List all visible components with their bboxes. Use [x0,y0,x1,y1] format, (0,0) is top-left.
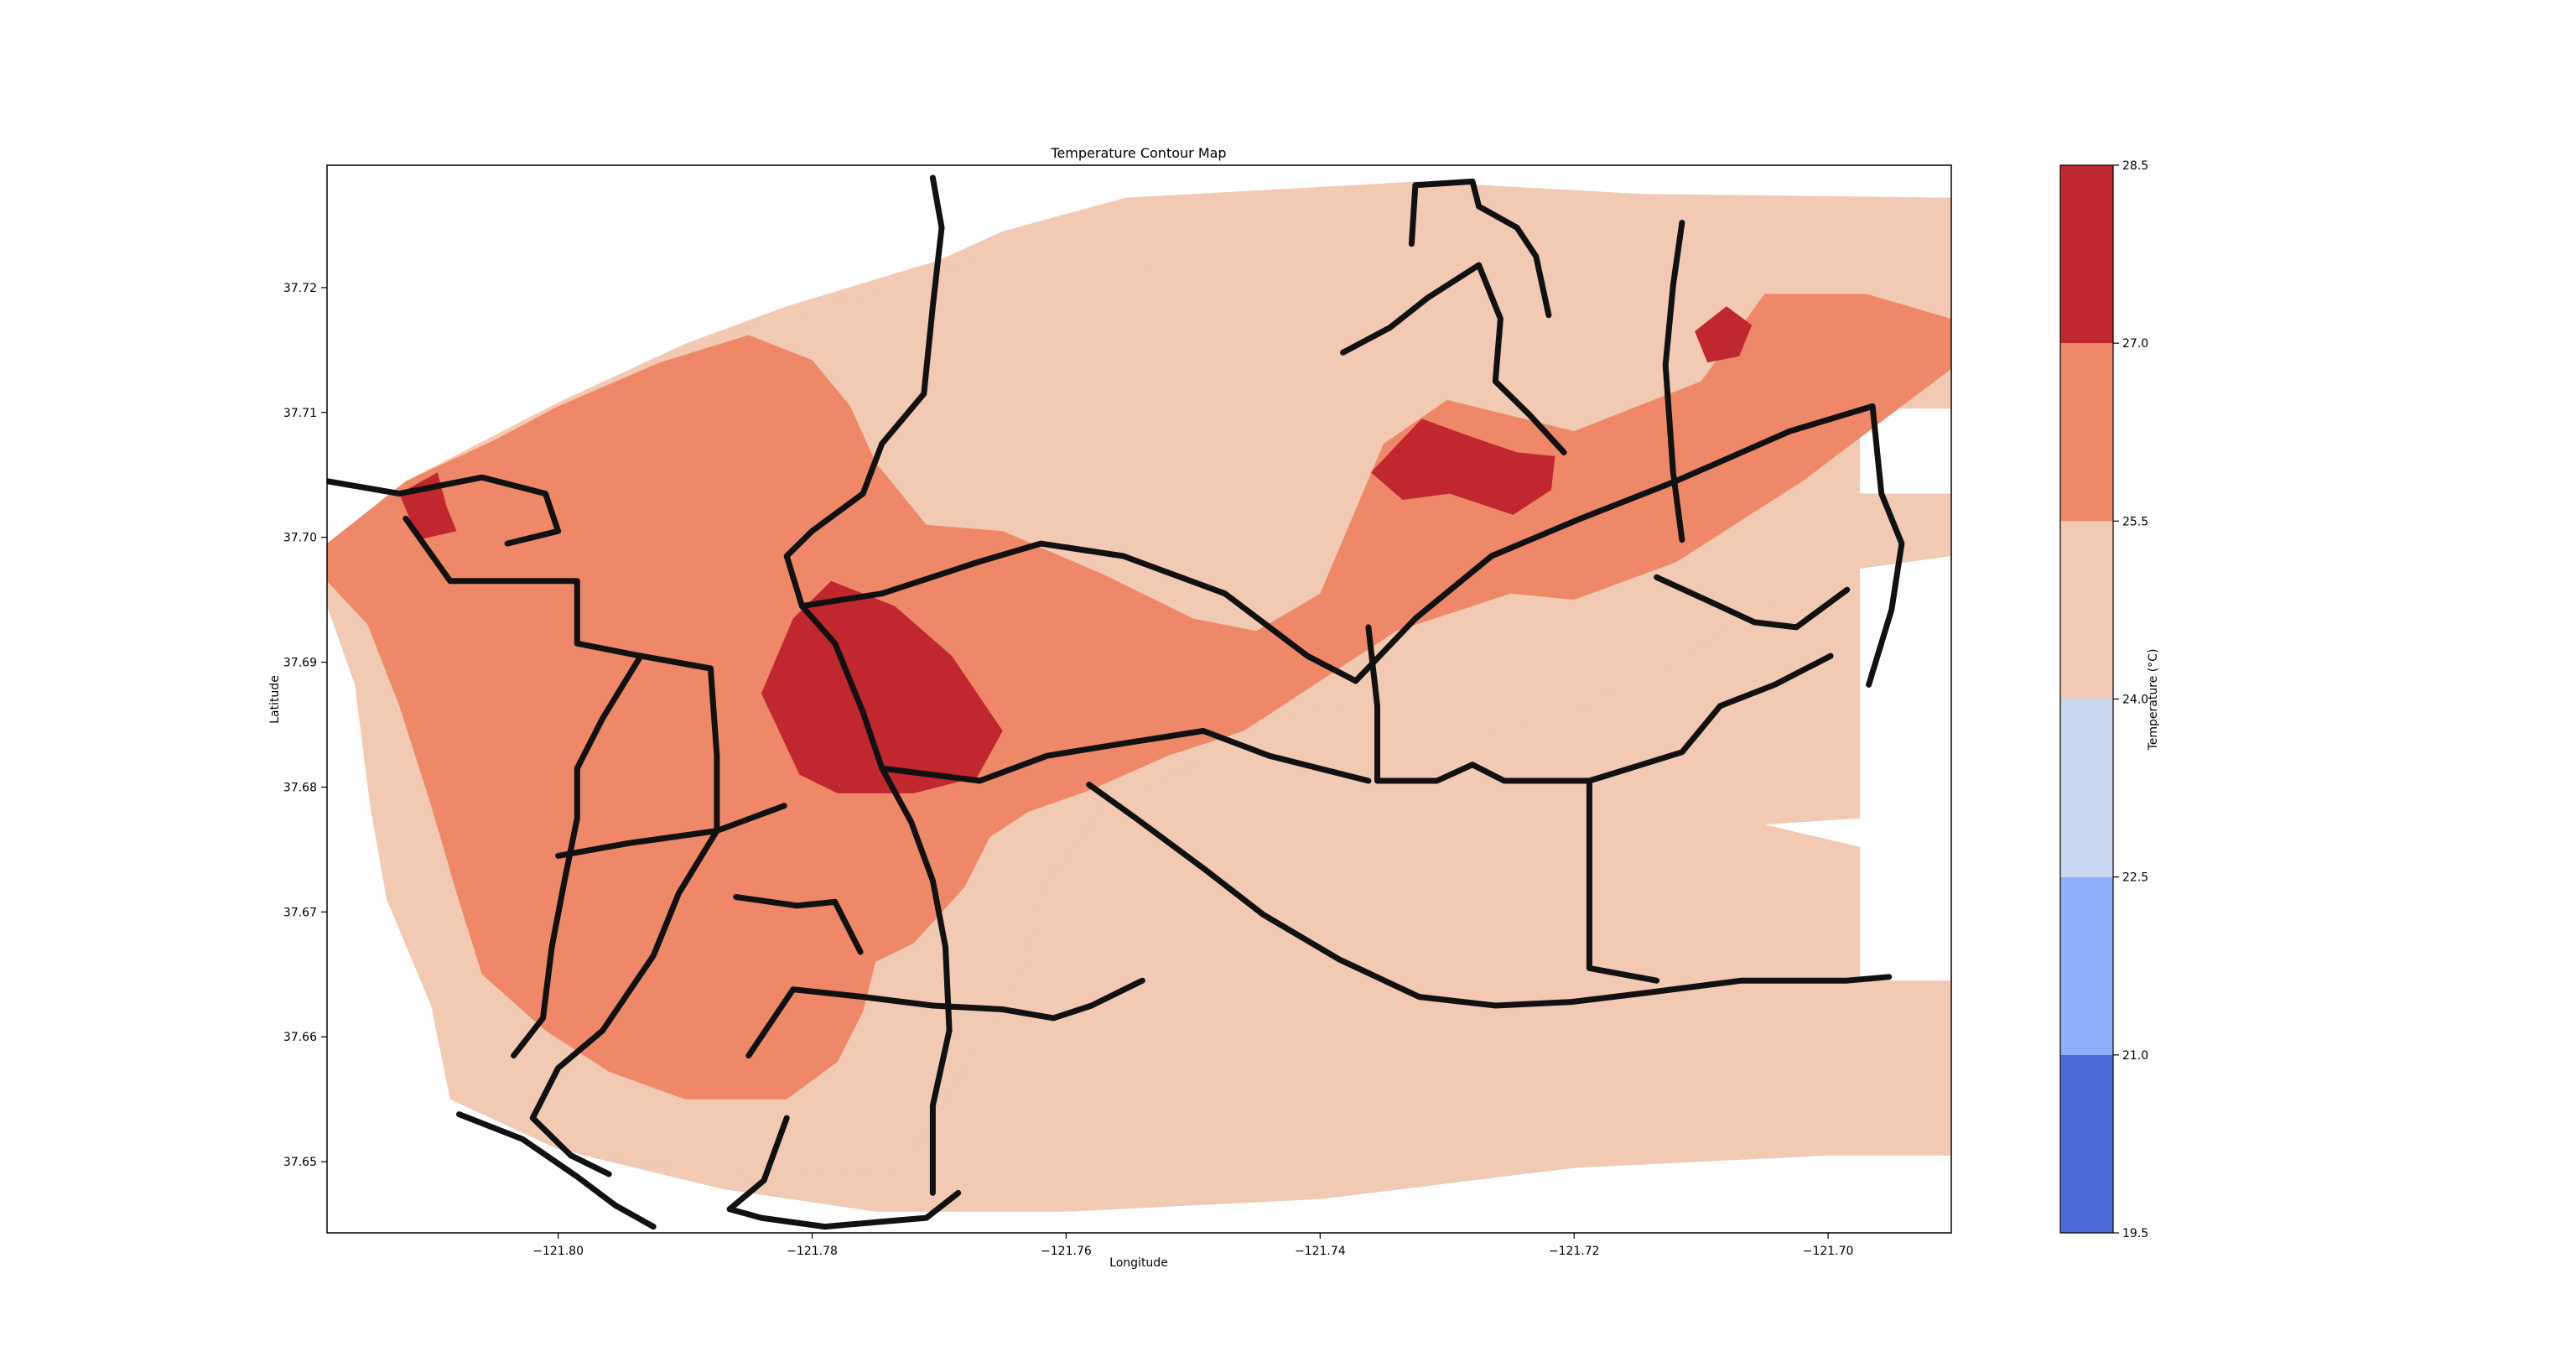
colorbar-tick-label: 24.0 [2122,694,2148,707]
y-tick-label: 37.69 [283,657,317,670]
y-tick-label: 37.70 [283,532,317,545]
colorbar-swatch [2060,521,2113,699]
y-tick-label: 37.71 [283,407,317,420]
road-segment [726,1115,962,1230]
x-tick-label: −121.70 [1803,1245,1854,1258]
road-segment [783,174,953,1196]
y-tick-label: 37.67 [283,906,317,919]
plot-area [327,174,1951,1230]
x-axis-ticks: −121.80 −121.78 −121.76 −121.74 −121.72 −121.… [532,1233,1853,1258]
contour-fills [327,181,1951,1212]
y-axis-ticks: 37.65 37.66 37.67 37.68 37.69 37.70 37.71 37.72 [283,282,327,1169]
colorbar-swatch [2060,699,2113,877]
colorbar: 19.5 21.0 22.5 24.0 25.5 27.0 28.5 [2060,159,2148,1240]
colorbar-tick-label: 25.5 [2122,515,2148,528]
colorbar-tick-label: 22.5 [2122,871,2148,885]
y-axis-label: Latitude [268,675,282,724]
colorbar-tick-label: 27.0 [2122,337,2148,351]
road-segment [327,474,562,547]
road-segment [1586,653,1834,784]
x-tick-label: −121.74 [1295,1245,1346,1258]
colorbar-swatch [2060,165,2113,344]
colorbar-frame [2059,164,2114,1234]
x-tick-label: −121.80 [532,1245,584,1258]
axes-frame [326,164,1952,1234]
road-segment [511,653,644,1059]
road-segment [456,1111,657,1230]
road-segment [555,803,787,859]
road-segment [1654,574,1851,631]
colorbar-tick-label: 21.0 [2122,1049,2148,1063]
contour-band-27.0-5 [1370,419,1555,515]
contour-band-27.0-4 [761,580,1003,793]
x-tick-label: −121.78 [787,1245,838,1258]
colorbar-label: Temperature (°C) [2147,649,2160,751]
x-axis-label: Longitude [1109,1256,1168,1270]
y-tick-label: 37.66 [283,1031,317,1044]
road-network-overlay [327,174,1905,1230]
road-segment [1340,262,1567,455]
contour-band-25.5-2 [327,294,1951,1100]
y-tick-label: 37.72 [283,282,317,295]
colorbar-tick-label: 19.5 [2122,1227,2148,1240]
colorbar-swatch [2060,343,2113,522]
contour-band-27.0-6 [1695,306,1753,363]
y-tick-label: 37.68 [283,781,317,794]
road-segment [1086,782,1893,1009]
colorbar-swatch [2060,876,2113,1055]
road-segment [879,728,1372,784]
colorbar-swatch [2060,1054,2113,1233]
road-segment [1408,178,1552,319]
road-segment [745,977,1145,1059]
y-tick-label: 37.65 [283,1156,317,1169]
x-tick-label: −121.76 [1041,1245,1092,1258]
road-segment [1662,220,1685,543]
x-tick-label: −121.72 [1549,1245,1600,1258]
road-segment [798,403,1905,688]
road-segment [1365,624,1660,984]
chart-title: Temperature Contour Map [1050,145,1226,161]
colorbar-tick-label: 28.5 [2122,159,2148,173]
road-segment [733,894,864,955]
